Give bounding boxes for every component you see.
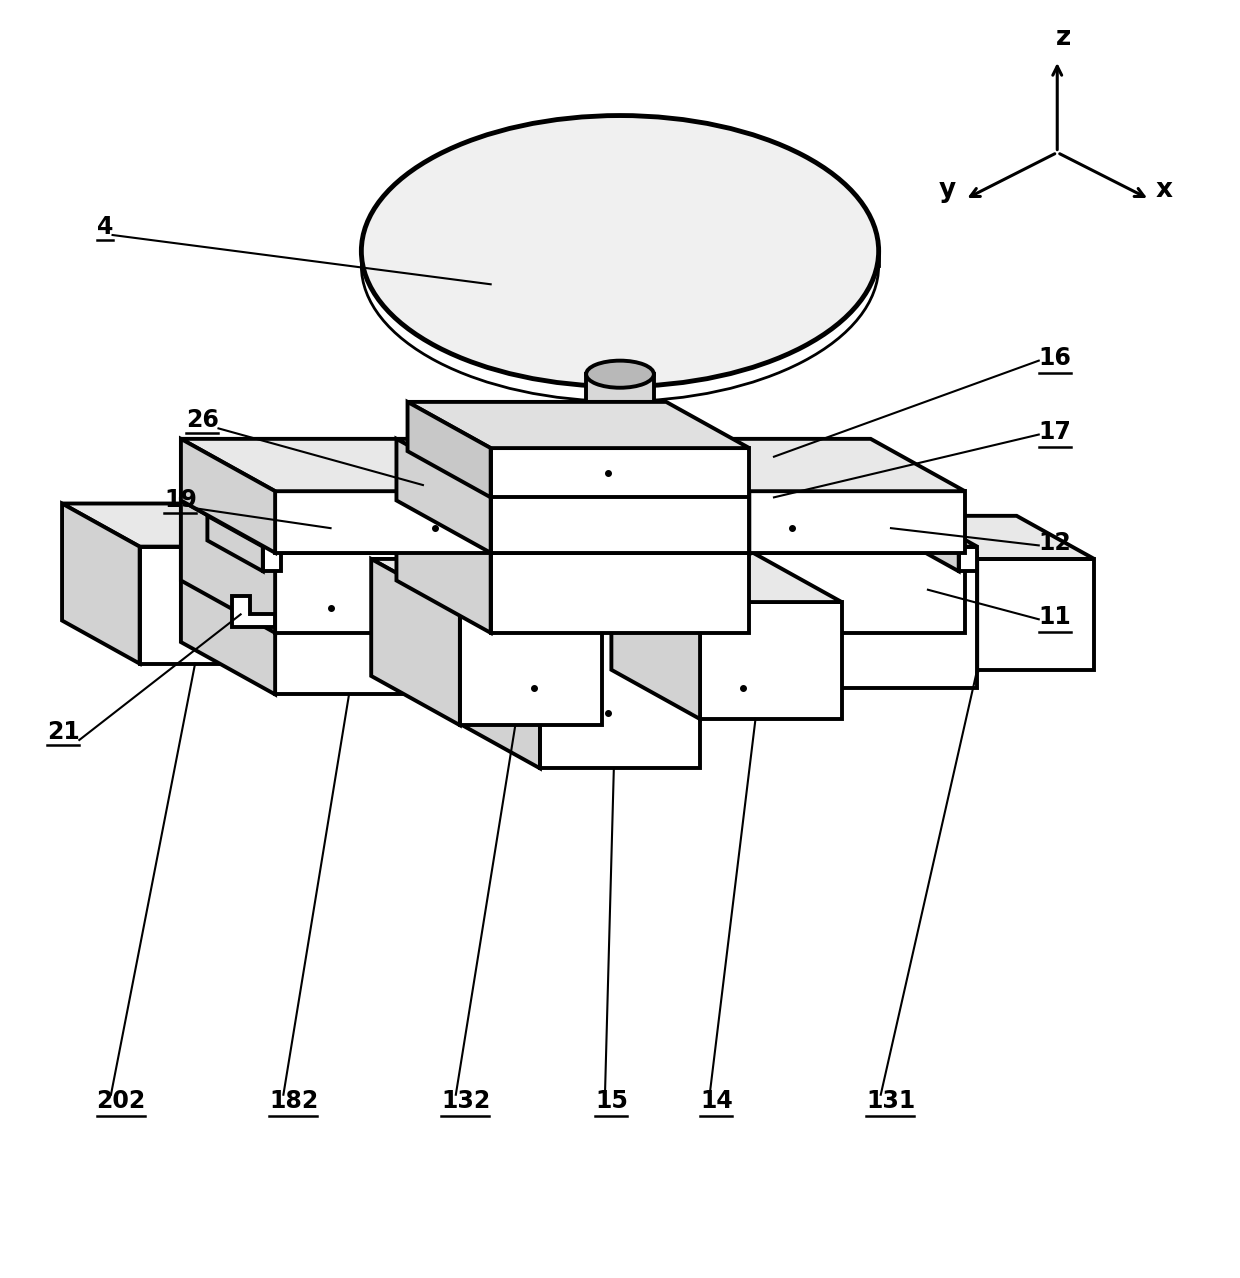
Polygon shape [587,374,653,466]
Ellipse shape [569,446,671,468]
Ellipse shape [361,115,879,386]
Ellipse shape [569,422,671,443]
Polygon shape [491,491,749,553]
Text: z: z [1055,26,1071,51]
Polygon shape [275,491,491,553]
Text: 19: 19 [164,488,197,512]
Polygon shape [181,501,454,553]
Polygon shape [371,558,460,725]
Text: 202: 202 [97,1089,146,1113]
Polygon shape [749,491,965,553]
Polygon shape [711,501,977,553]
Polygon shape [749,553,965,633]
Polygon shape [899,516,977,670]
Polygon shape [397,501,749,553]
Polygon shape [207,516,263,571]
Polygon shape [408,401,491,497]
Text: 16: 16 [1039,346,1071,371]
Polygon shape [275,553,491,633]
Polygon shape [899,516,1094,558]
Polygon shape [445,574,539,768]
Polygon shape [977,558,1094,670]
Polygon shape [655,501,749,633]
Text: 4: 4 [97,215,113,239]
Text: 132: 132 [441,1089,491,1113]
Polygon shape [371,558,601,608]
Text: 15: 15 [595,1089,629,1113]
Polygon shape [397,438,749,491]
Polygon shape [408,401,749,449]
Polygon shape [460,608,601,725]
Polygon shape [62,504,140,663]
Text: 26: 26 [186,408,219,432]
Polygon shape [397,438,491,553]
Polygon shape [903,516,959,571]
Polygon shape [181,501,275,633]
Polygon shape [181,501,275,694]
Polygon shape [655,438,749,553]
Text: 182: 182 [269,1089,319,1113]
Polygon shape [655,438,965,491]
Polygon shape [181,438,275,553]
Polygon shape [903,516,977,547]
Text: 131: 131 [867,1089,915,1113]
Text: 14: 14 [701,1089,733,1113]
Polygon shape [140,547,263,663]
Text: y: y [939,176,956,203]
Polygon shape [491,553,749,633]
Polygon shape [611,553,701,720]
Polygon shape [959,547,977,571]
Text: 21: 21 [47,720,81,744]
Polygon shape [62,504,263,547]
Polygon shape [232,596,275,626]
Polygon shape [181,438,491,491]
Text: 17: 17 [1039,420,1071,445]
Polygon shape [805,553,977,689]
Text: x: x [1156,176,1173,203]
Text: 11: 11 [1039,606,1071,629]
Polygon shape [181,501,491,553]
Polygon shape [611,553,842,602]
Polygon shape [491,449,749,497]
Polygon shape [207,516,281,547]
Polygon shape [655,501,965,553]
Polygon shape [397,501,491,633]
Polygon shape [539,626,701,768]
Polygon shape [275,553,454,694]
Ellipse shape [587,360,653,387]
Text: 12: 12 [1039,532,1071,555]
Polygon shape [263,547,281,571]
Polygon shape [701,602,842,720]
Polygon shape [711,501,805,689]
Polygon shape [445,574,701,626]
